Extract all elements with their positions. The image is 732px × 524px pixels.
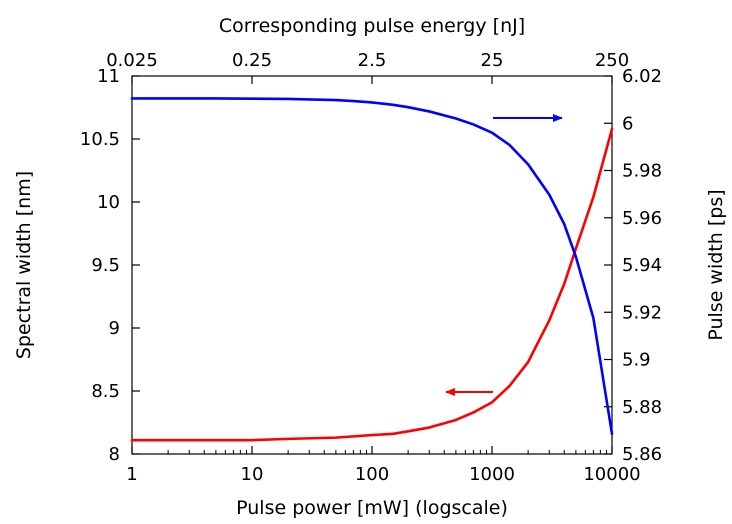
y-left-tick-label: 9	[109, 318, 120, 339]
x-bottom-tick-label: 10000	[583, 464, 640, 485]
y-right-tick-label: 5.96	[622, 208, 662, 229]
top-axis-ticks: 0.025 0.25 2.5 25 250	[106, 50, 629, 84]
arrow-layer	[445, 114, 563, 396]
y-left-tick-label: 10	[97, 192, 120, 213]
y-right-tick-label: 6	[622, 113, 633, 134]
pulse-width-line	[130, 97, 614, 436]
y-right-tick-label: 5.88	[622, 397, 662, 418]
x-top-tick-label: 0.25	[232, 50, 272, 71]
y-right-tick-label: 5.86	[622, 444, 662, 465]
y-left-tick-label: 8	[109, 444, 120, 465]
x-top-tick-label: 0.025	[106, 50, 158, 71]
y-right-tick-label: 5.94	[622, 255, 662, 276]
bottom-axis-ticks: 1 10 100 1000 10000	[126, 446, 641, 485]
x-bottom-tick-label: 100	[355, 464, 389, 485]
y-left-tick-label: 8.5	[91, 381, 120, 402]
x-top-tick-label: 250	[595, 50, 629, 71]
right-axis-ticks: 5.86 5.88 5.9 5.92 5.94 5.96 5.98 6 6.02	[604, 66, 662, 465]
y-left-tick-label: 9.5	[91, 255, 120, 276]
x-top-tick-label: 2.5	[358, 50, 387, 71]
y-axis-label-left: Spectral width [nm]	[13, 171, 35, 359]
spectral-width-line	[130, 127, 614, 442]
x-bottom-tick-label: 1000	[469, 464, 515, 485]
y-left-tick-label: 10.5	[80, 129, 120, 150]
left-axis-ticks: 8 8.5 9 9.5 10 10.5 11	[80, 66, 140, 465]
x-axis-label-top: Corresponding pulse energy [nJ]	[219, 15, 525, 37]
y-right-tick-label: 5.98	[622, 161, 662, 182]
x-top-tick-label: 25	[481, 50, 504, 71]
y-left-tick-label: 11	[97, 66, 120, 87]
series-layer	[130, 97, 614, 442]
plot-frame	[131, 75, 613, 455]
y-right-tick-label: 5.9	[622, 350, 651, 371]
x-bottom-tick-label: 1	[126, 464, 137, 485]
y-right-tick-label: 6.02	[622, 66, 662, 87]
y-right-tick-label: 5.92	[622, 302, 662, 323]
y-axis-label-right: Pulse width [ps]	[705, 189, 727, 340]
x-axis-label-bottom: Pulse power [mW] (logscale)	[236, 497, 508, 519]
x-bottom-tick-label: 10	[241, 464, 264, 485]
